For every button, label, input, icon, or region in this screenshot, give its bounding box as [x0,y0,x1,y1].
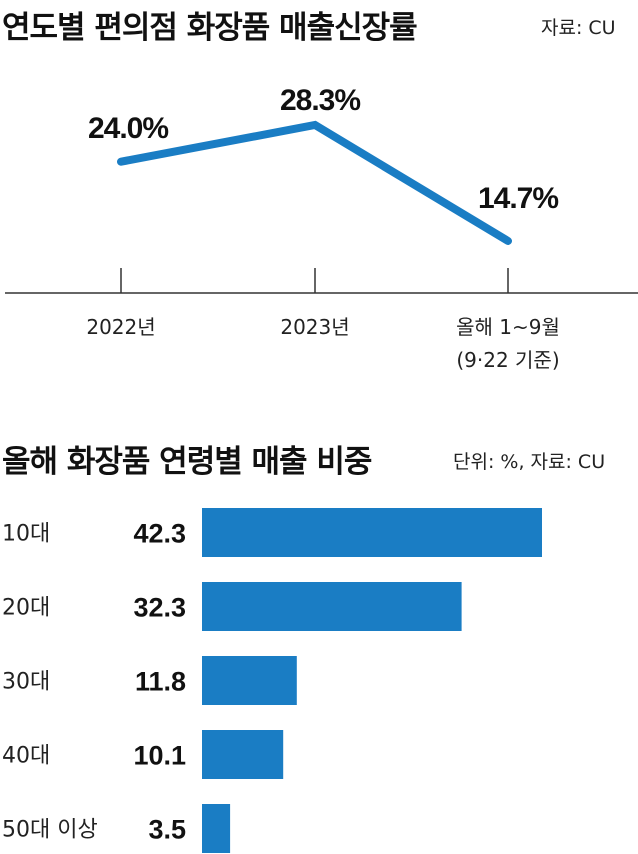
bar [202,730,284,779]
x-tick-label: 2022년 [86,315,155,339]
bar-value-label: 11.8 [135,667,186,697]
data-label: 14.7% [478,182,558,215]
line-chart-title: 연도별 편의점 화장품 매출신장률 [2,10,418,46]
bar-category-label: 10대 [2,522,50,547]
bar-value-label: 32.3 [133,593,186,623]
bar-chart-source: 단위: %, 자료: CU [453,451,606,473]
bar [202,582,462,631]
bar [202,804,231,853]
bar-category-label: 40대 [2,744,50,769]
bar-value-label: 10.1 [133,741,186,771]
bar-category-label: 50대 이상 [2,818,98,843]
bar-value-label: 3.5 [148,815,186,845]
bar-category-label: 20대 [2,596,50,621]
x-tick-label: 2023년 [280,315,349,339]
bar-value-label: 42.3 [133,519,186,549]
line-chart: 2022년 2023년 올해 1~9월 (9·22 기준) 24.0% 28.3% 14.… [5,84,638,372]
x-tick-label: 올해 1~9월 [456,315,560,339]
bar [202,508,542,557]
line-series [117,120,512,245]
line-chart-source: 자료: CU [541,17,616,39]
bar-chart-title: 올해 화장품 연령별 매출 비중 [2,444,372,480]
bar-category-label: 30대 [2,670,50,695]
x-tick-note: (9·22 기준) [456,348,559,372]
bar [202,656,297,705]
data-label: 24.0% [88,112,168,145]
data-label: 28.3% [280,84,360,117]
